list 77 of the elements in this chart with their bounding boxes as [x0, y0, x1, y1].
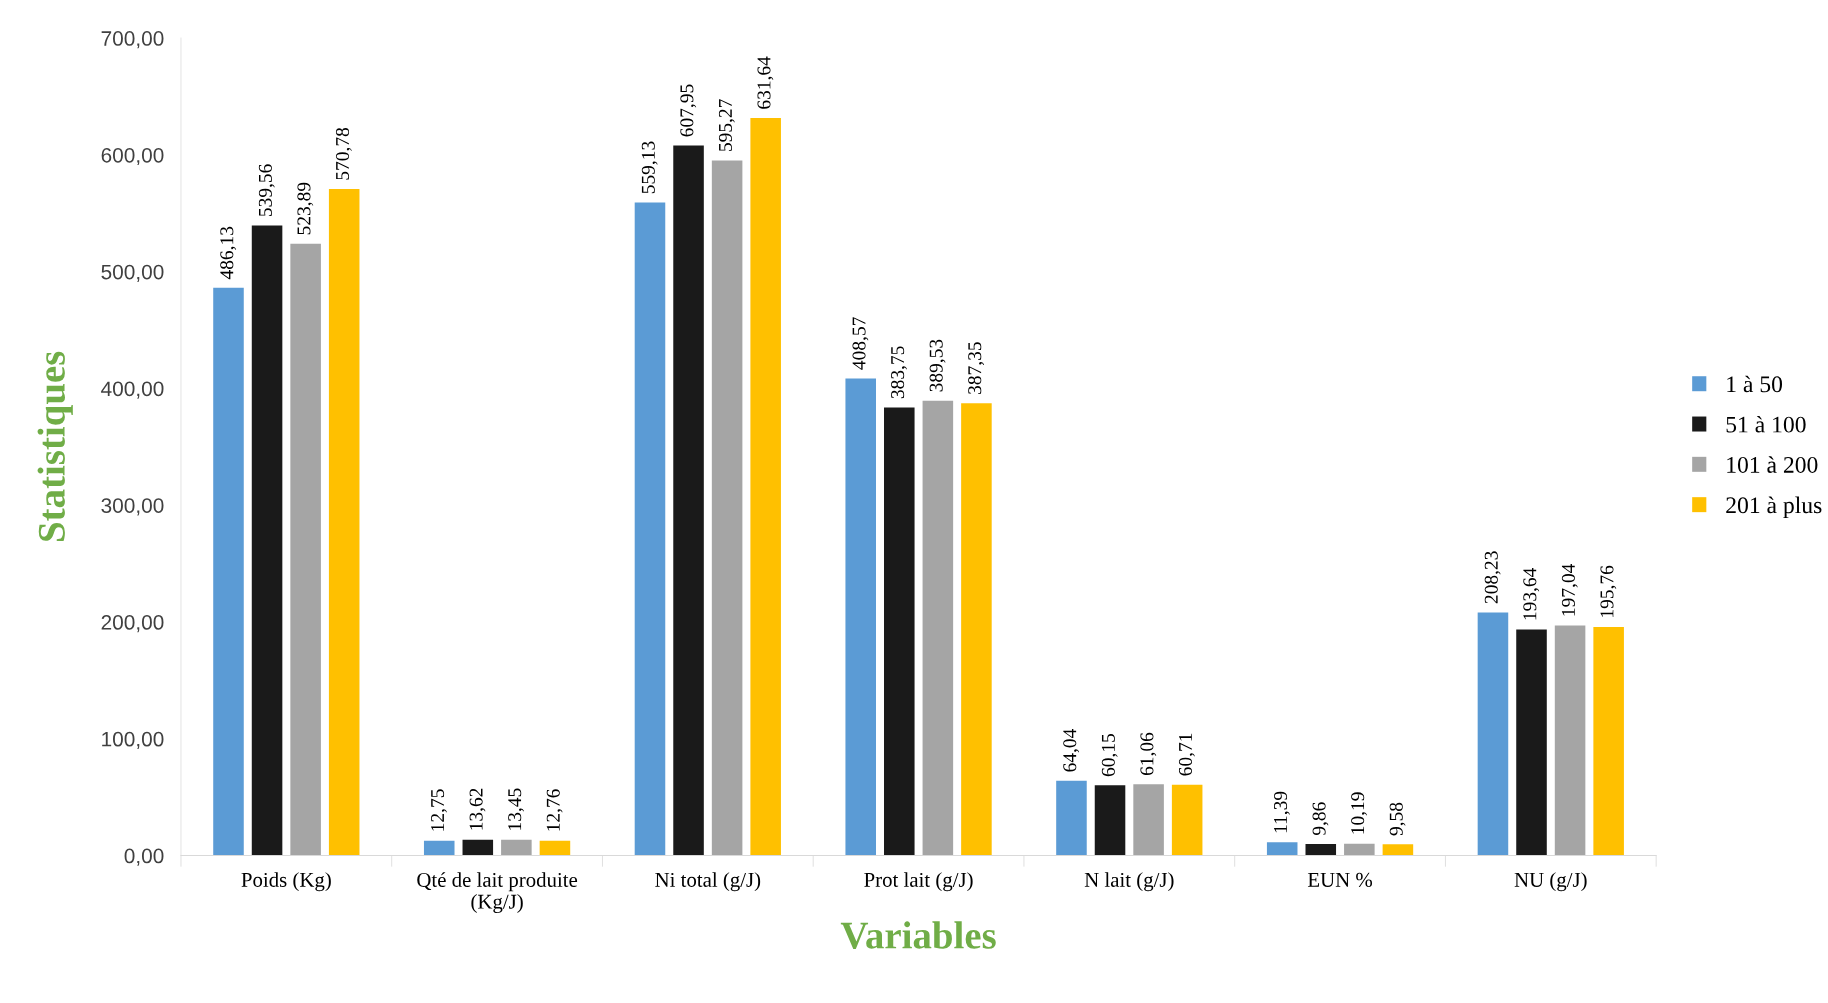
- x-tick-label: NU (g/J): [1514, 872, 1587, 892]
- bar: [1593, 626, 1624, 856]
- bar: [539, 840, 571, 856]
- legend-label: 1 à 50: [1727, 375, 1783, 393]
- legend-label: 201 à plus: [1726, 496, 1822, 519]
- data-label: 64,04: [1063, 728, 1080, 772]
- data-label: 13,62: [469, 788, 486, 830]
- legend-label: 51 à 100: [1726, 415, 1806, 433]
- data-label: 13,45: [508, 788, 525, 830]
- x-tick-label: N lait (g/J): [1084, 872, 1174, 892]
- x-tick-label: Qté de lait produite (Kg/J): [417, 872, 578, 913]
- bar: [845, 378, 876, 856]
- bar: [634, 202, 666, 856]
- y-tick-label: 600,00: [101, 147, 164, 166]
- y-axis-title: Statistiques: [37, 351, 73, 541]
- bar: [961, 403, 992, 856]
- bar: [750, 117, 781, 856]
- data-label: 595,27: [718, 99, 735, 151]
- bar: [1056, 780, 1087, 856]
- x-tick-label: Ni total (g/J): [655, 872, 761, 892]
- data-label: 539,56: [258, 164, 275, 217]
- x-axis-title: Variables: [840, 921, 996, 949]
- bar: [1554, 625, 1586, 856]
- bar: [1516, 629, 1547, 856]
- data-label: 12,76: [546, 789, 563, 831]
- bar: [711, 160, 743, 856]
- y-tick-label: 0,00: [124, 848, 164, 866]
- data-label: 60,15: [1101, 733, 1118, 777]
- data-label: 9,58: [1389, 802, 1406, 836]
- bar: [1133, 784, 1164, 856]
- y-tick-label: 300,00: [101, 498, 164, 516]
- bar: [1305, 844, 1337, 856]
- bar: [1266, 842, 1298, 856]
- data-label: 11,39: [1274, 791, 1290, 833]
- data-label: 193,64: [1523, 567, 1540, 620]
- data-label: 570,78: [335, 127, 352, 180]
- data-label: 607,95: [680, 84, 697, 137]
- bar: [501, 839, 532, 856]
- bar: [290, 243, 321, 856]
- data-label: 12,75: [431, 789, 447, 831]
- bar: [1382, 844, 1414, 856]
- bar: [1344, 843, 1375, 856]
- data-label: 9,86: [1312, 802, 1329, 836]
- data-label: 559,13: [641, 141, 658, 194]
- bar: [922, 400, 954, 856]
- y-tick-label: 500,00: [101, 264, 164, 282]
- bar: [462, 839, 494, 856]
- bar: [251, 225, 283, 856]
- y-tick-label: 400,00: [101, 381, 164, 399]
- data-label: 383,75: [891, 346, 907, 399]
- bar: [673, 145, 704, 856]
- data-label: 631,64: [757, 56, 774, 109]
- bar: [1477, 612, 1509, 856]
- data-label: 197,04: [1561, 563, 1578, 616]
- x-tick-label: EUN %: [1307, 872, 1373, 887]
- x-tick-label: Poids (Kg): [241, 872, 331, 892]
- data-label: 60,71: [1178, 733, 1195, 776]
- bar: [1094, 785, 1126, 856]
- data-label: 387,35: [968, 342, 985, 394]
- y-tick-label: 700,00: [101, 31, 164, 49]
- data-label: 523,89: [297, 182, 314, 235]
- y-tick-label: 200,00: [101, 615, 164, 633]
- data-label: 10,19: [1351, 792, 1367, 834]
- bar: [884, 407, 915, 856]
- x-tick-label: Prot lait (g/J): [864, 872, 973, 892]
- bar: [328, 189, 360, 856]
- y-tick-label: 100,00: [102, 731, 164, 749]
- data-label: 389,53: [929, 339, 946, 392]
- data-label: 408,57: [852, 317, 869, 370]
- bar: [1171, 784, 1203, 856]
- data-label: 195,76: [1600, 565, 1617, 617]
- bar: [423, 840, 455, 856]
- data-label: 61,06: [1140, 732, 1157, 776]
- data-label: 486,13: [220, 226, 237, 280]
- legend-label: 101 à 200: [1727, 456, 1818, 473]
- bar: [213, 287, 244, 856]
- data-label: 208,23: [1484, 551, 1501, 604]
